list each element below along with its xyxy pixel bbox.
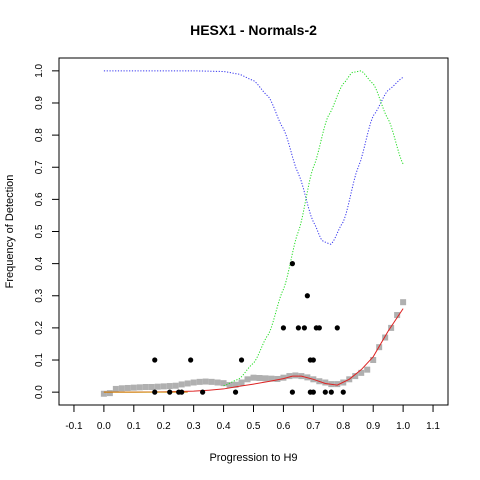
smooth-point <box>118 385 125 392</box>
smooth-point <box>352 373 359 380</box>
data-point <box>280 325 287 331</box>
y-axis-label: Frequency of Detection <box>4 175 16 289</box>
data-point <box>316 325 322 331</box>
smooth-point <box>250 374 257 381</box>
y-tick-label: 0.6 <box>34 192 45 206</box>
smooth-point <box>124 384 131 391</box>
smooth-point <box>208 378 215 385</box>
y-tick-label: 0.9 <box>34 96 45 110</box>
smooth-point <box>100 390 107 397</box>
x-tick-label: 0.9 <box>366 421 380 432</box>
y-tick-label: 0.0 <box>34 385 45 399</box>
smooth-point <box>202 378 209 385</box>
smooth-point <box>154 383 161 390</box>
smooth-point <box>358 369 365 376</box>
smooth-point <box>190 379 197 386</box>
smooth-point <box>226 382 233 389</box>
smooth-point <box>394 312 401 319</box>
plot-frame <box>58 57 449 406</box>
data-point <box>328 389 334 395</box>
smooth-point <box>166 383 173 390</box>
x-tick-label: 0.0 <box>97 421 111 432</box>
y-tick-label: 0.7 <box>34 160 45 174</box>
smooth-point <box>274 375 281 382</box>
smooth-point <box>292 372 299 379</box>
smooth-point <box>106 390 113 397</box>
data-point <box>289 261 295 267</box>
smooth-point <box>172 382 179 389</box>
smooth-point <box>214 379 221 386</box>
smooth-point <box>142 384 149 391</box>
smooth-point <box>322 379 329 386</box>
data-point <box>179 389 185 395</box>
y-axis: 0.0 0.1 0.2 0.3 0.4 0.5 0.6 0.7 0.8 0.9 1.0 <box>34 63 59 399</box>
y-tick-label: 1.0 <box>34 63 45 77</box>
data-point <box>322 389 328 395</box>
smooth-point <box>136 384 143 391</box>
x-tick-label: 0.6 <box>276 421 290 432</box>
smooth-point <box>280 374 287 381</box>
green-curve <box>223 70 404 387</box>
y-tick-label: 0.8 <box>34 128 45 142</box>
y-tick-label: 0.4 <box>34 256 45 270</box>
x-tick-label: 0.4 <box>217 421 231 432</box>
blue-curve <box>103 70 404 245</box>
data-point <box>152 389 158 395</box>
data-point <box>232 389 239 395</box>
data-point <box>310 357 316 363</box>
x-tick-label: 0.7 <box>306 421 320 432</box>
y-tick-label: 0.1 <box>34 353 45 367</box>
smooth-point <box>286 373 293 380</box>
smooth-point <box>400 299 407 306</box>
x-tick-label: 1.1 <box>426 421 440 432</box>
smooth-point <box>370 357 377 364</box>
data-point <box>188 357 194 363</box>
smooth-point <box>238 379 245 386</box>
data-point <box>334 325 340 331</box>
smooth-point <box>130 384 137 391</box>
data-point <box>152 357 158 363</box>
y-tick-label: 0.3 <box>34 288 45 302</box>
series-layer <box>100 70 407 397</box>
smooth-point <box>178 381 185 388</box>
smooth-point <box>160 383 167 390</box>
x-tick-label: -0.1 <box>65 421 83 432</box>
smooth-point <box>220 380 227 387</box>
x-tick-label: 0.2 <box>157 421 171 432</box>
data-point <box>340 389 346 395</box>
x-tick-label: 0.1 <box>127 421 141 432</box>
y-tick-label: 0.5 <box>34 224 45 238</box>
data-point <box>238 357 245 363</box>
smooth-point <box>262 375 269 382</box>
data-point <box>167 389 173 395</box>
x-tick-label: 0.8 <box>336 421 350 432</box>
smooth-point <box>244 376 251 383</box>
smooth-point <box>148 384 155 391</box>
smooth-point <box>388 324 395 331</box>
smooth-point <box>232 381 239 388</box>
data-point <box>310 389 316 395</box>
fit-line <box>103 308 404 393</box>
data-point <box>200 389 206 395</box>
chart-title: HESX1 - Normals-2 <box>190 22 317 38</box>
x-axis: -0.1 0.0 0.1 0.2 0.3 0.4 0.5 0.6 0.7 0.8 0.9 1.0 1.1 <box>65 405 440 432</box>
data-point <box>301 325 307 331</box>
y-tick-label: 0.2 <box>34 321 45 335</box>
smooth-point <box>112 385 119 392</box>
data-point <box>304 293 310 299</box>
smooth-point <box>334 381 341 388</box>
smooth-point <box>268 375 275 382</box>
smooth-point <box>196 378 203 385</box>
x-tick-label: 1.0 <box>396 421 410 432</box>
x-axis-label: Progression to H9 <box>209 452 297 464</box>
data-point <box>289 389 295 395</box>
smooth-point <box>364 366 371 373</box>
x-tick-label: 0.5 <box>247 421 261 432</box>
data-point <box>295 325 301 331</box>
smooth-point <box>382 334 389 341</box>
x-tick-label: 0.3 <box>187 421 201 432</box>
smooth-point <box>184 380 191 387</box>
smooth-point <box>256 375 263 382</box>
